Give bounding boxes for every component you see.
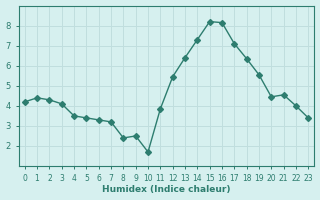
X-axis label: Humidex (Indice chaleur): Humidex (Indice chaleur) (102, 185, 231, 194)
